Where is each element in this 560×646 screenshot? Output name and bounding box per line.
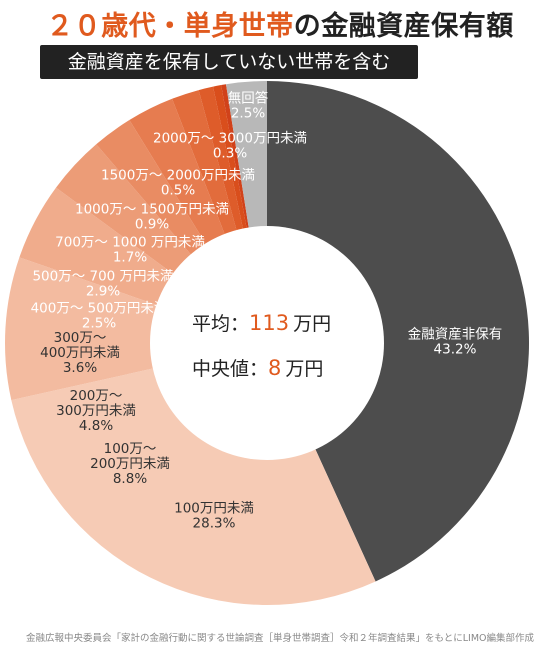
slice-value-1: 28.3%: [193, 516, 236, 532]
slice-value-3: 4.8%: [79, 418, 113, 434]
median-label: 中央値: [192, 358, 249, 380]
slice-label-3: 200万～ 300万円未満 4.8%: [56, 388, 136, 434]
title-rest: の金融資産保有額: [293, 11, 514, 42]
slice-value-7: 1.7%: [113, 250, 147, 266]
slice-0: [267, 81, 530, 582]
slice-value-2: 8.8%: [113, 471, 147, 487]
slice-name-1: 100万円未満: [174, 501, 254, 517]
median-line: 中央値：8 万円: [192, 356, 323, 380]
slice-name-10: 2000万～ 3000万円未満: [153, 131, 307, 147]
slice-name-7: 700万～ 1000 万円未満: [55, 235, 205, 251]
mean-label: 平均: [192, 313, 230, 335]
slice-value-0: 43.2%: [434, 342, 477, 358]
slice-label-7: 700万～ 1000 万円未満 1.7%: [55, 235, 205, 266]
slice-label-6: 500万～ 700 万円未満 2.9%: [32, 269, 173, 300]
slice-label-10: 2000万～ 3000万円未満 0.3%: [153, 131, 307, 162]
median-sep: ：: [249, 358, 268, 380]
mean-line: 平均：113 万円: [192, 311, 331, 335]
mean-unit: 万円: [293, 313, 331, 335]
title-highlight: ２０歳代・単身世帯: [46, 11, 294, 42]
slice-name-5: 400万～ 500万円未満: [31, 301, 168, 317]
slice-2: [4, 257, 268, 401]
slice-label-2: 100万～ 200万円未満 8.8%: [90, 441, 170, 487]
labels-group: 金融資産非保有 43.2%100万円未満 28.3%100万～ 200万円未満 8.8%…: [31, 90, 503, 532]
slice-name-3: 200万～: [70, 388, 123, 404]
slice-name-0: 金融資産非保有: [408, 327, 503, 343]
slice-label-11: 無回答 2.5%: [228, 90, 269, 122]
source-note: 金融広報中央委員会「家計の金融行動に関する世論調査［単身世帯調査］令和２年調査結…: [25, 633, 535, 644]
median-value: 8: [268, 356, 281, 380]
slice-value-10: 0.3%: [213, 146, 247, 162]
slice-value-9: 0.5%: [161, 183, 195, 199]
slice-label-1: 100万円未満 28.3%: [174, 501, 254, 532]
slice-name-4: 300万～: [54, 330, 107, 346]
slice-label-5: 400万～ 500万円未満 2.5%: [31, 301, 168, 332]
slice-value-5: 2.5%: [82, 316, 116, 332]
mean-sep: ：: [230, 313, 249, 335]
slice-value-11: 2.5%: [231, 106, 265, 122]
slice-name-8: 1000万～ 1500万円未満: [75, 202, 229, 218]
median-unit: 万円: [285, 358, 323, 380]
slice-name-11: 無回答: [228, 90, 269, 107]
slice-name-4: 400万円未満: [40, 345, 120, 361]
slice-value-4: 3.6%: [63, 360, 97, 376]
donut-hole: [150, 226, 384, 460]
chart-subtitle: 金融資産を保有していない世帯を含む: [40, 45, 418, 79]
slice-label-9: 1500万～ 2000万円未満 0.5%: [101, 168, 255, 199]
slice-label-8: 1000万～ 1500万円未満 0.9%: [75, 202, 229, 233]
slice-label-4: 300万～ 400万円未満 3.6%: [40, 330, 120, 376]
slice-name-3: 300万円未満: [56, 403, 136, 419]
slice-value-8: 0.9%: [135, 217, 169, 233]
slice-label-0: 金融資産非保有 43.2%: [408, 327, 503, 358]
slice-name-2: 200万円未満: [90, 456, 170, 472]
slice-name-6: 500万～ 700 万円未満: [32, 269, 173, 285]
slice-name-9: 1500万～ 2000万円未満: [101, 168, 255, 184]
chart-title: ２０歳代・単身世帯の金融資産保有額: [0, 4, 560, 43]
slice-value-6: 2.9%: [86, 284, 120, 300]
mean-value: 113: [249, 311, 289, 335]
slice-name-2: 100万～: [104, 441, 157, 457]
